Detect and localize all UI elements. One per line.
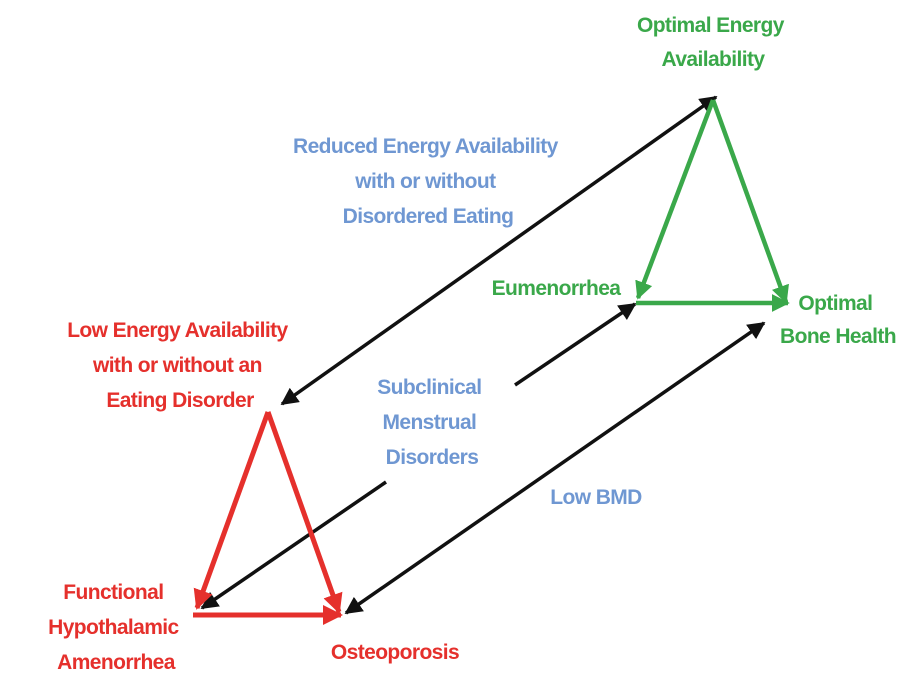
bone-arrow <box>344 321 766 615</box>
triangle-edge <box>265 411 343 614</box>
node-label: Optimal Energy Availability <box>637 14 789 71</box>
spectrum-label: Low BMD <box>550 486 642 509</box>
label-line: with or without an <box>92 354 262 377</box>
label-line: Hypothalamic <box>48 616 179 639</box>
label-line: Eumenorrhea <box>492 277 622 300</box>
node-label: Optimal Bone Health <box>780 292 896 348</box>
triangle-edge <box>193 411 271 610</box>
label-line: Optimal Energy <box>637 14 785 37</box>
label-line: Low BMD <box>550 486 642 509</box>
label-line: Disorders <box>386 446 479 469</box>
node-label: Eumenorrhea <box>492 277 622 300</box>
menstrual-arrow-upper <box>514 302 637 387</box>
label-line: Amenorrhea <box>57 651 176 674</box>
label-line: Functional <box>63 581 163 604</box>
triad-triangle <box>193 411 343 625</box>
label-line: Subclinical <box>377 376 481 399</box>
node-label: Functional Hypothalamic Amenorrhea <box>48 581 184 674</box>
triangle-edge <box>710 99 789 304</box>
triangle-edge <box>635 99 716 300</box>
spectrum-arrows <box>200 95 766 615</box>
node-label: Low Energy Availability with or without … <box>67 319 293 412</box>
menstrual-arrow-lower <box>200 480 387 610</box>
spectrum-label: Subclinical Menstrual Disorders <box>377 376 487 469</box>
label-line: Optimal <box>798 292 872 315</box>
label-line: Availability <box>662 48 766 71</box>
label-line: Osteoporosis <box>331 641 459 664</box>
label-line: Reduced Energy Availability <box>293 135 559 158</box>
optimal-triangle <box>635 99 790 312</box>
label-line: Eating Disorder <box>106 389 254 412</box>
node-label: Osteoporosis <box>331 641 459 664</box>
label-line: Low Energy Availability <box>67 319 288 342</box>
label-line: Menstrual <box>382 411 476 434</box>
label-line: with or without <box>354 170 496 193</box>
label-line: Bone Health <box>780 325 896 348</box>
spectrum-label: Reduced Energy Availability with or with… <box>293 135 563 228</box>
label-line: Disordered Eating <box>343 205 514 228</box>
